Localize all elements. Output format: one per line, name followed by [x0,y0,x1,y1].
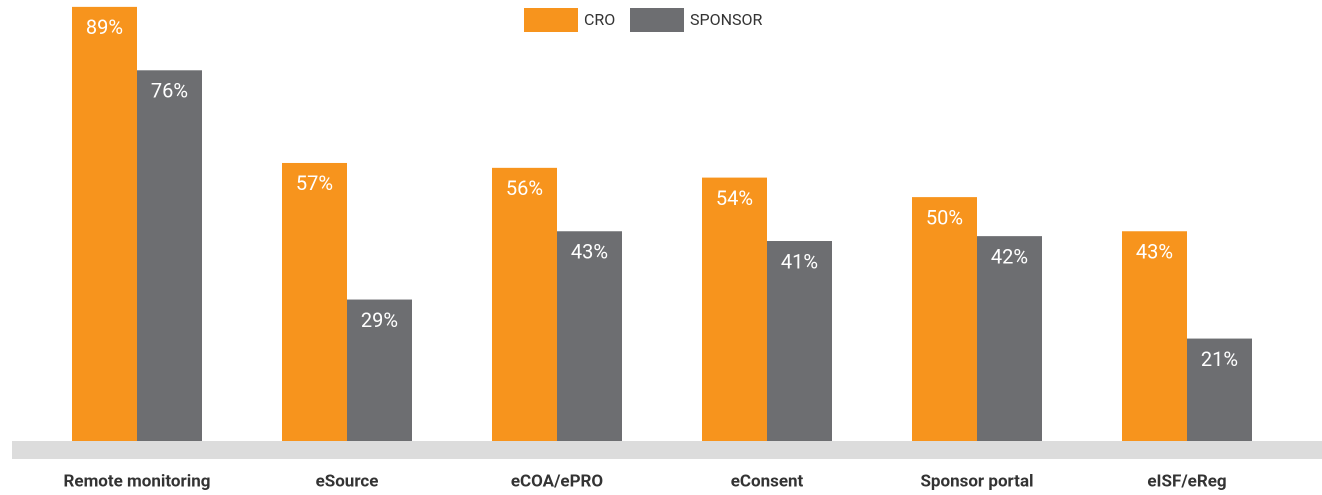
bar [977,236,1042,441]
data-label: 42% [991,244,1028,268]
x-tick-label: eSource [316,471,379,491]
bar [137,70,202,442]
legend-label: SPONSOR [690,10,763,29]
data-label: 76% [151,79,188,103]
data-label: 43% [1136,240,1173,264]
bar [72,6,137,442]
legend-swatch [524,8,578,32]
data-label: 21% [1201,347,1238,371]
bar [347,299,412,441]
data-label: 29% [361,308,398,332]
bar [557,231,622,441]
data-label: 54% [716,186,753,210]
x-tick-label: eISF/eReg [1147,471,1226,491]
bar [282,162,347,441]
x-tick-label: eCOA/ePRO [511,471,603,491]
data-label: 89% [86,15,123,39]
x-tick-label: Sponsor portal [920,471,1033,491]
bar [767,241,832,441]
data-label: 43% [571,240,608,264]
data-label: 57% [296,171,333,195]
bar [702,177,767,441]
bar [1122,231,1187,441]
bar [912,197,977,441]
legend-swatch [630,8,684,32]
bar [492,167,557,441]
bar [1187,338,1252,441]
x-tick-label: eConsent [731,471,804,491]
data-label: 41% [781,249,818,273]
x-tick-label: Remote monitoring [64,471,211,491]
legend-label: CRO [584,10,615,29]
data-label: 50% [926,205,963,229]
data-label: 56% [506,176,543,200]
baseline-band [12,441,1322,459]
